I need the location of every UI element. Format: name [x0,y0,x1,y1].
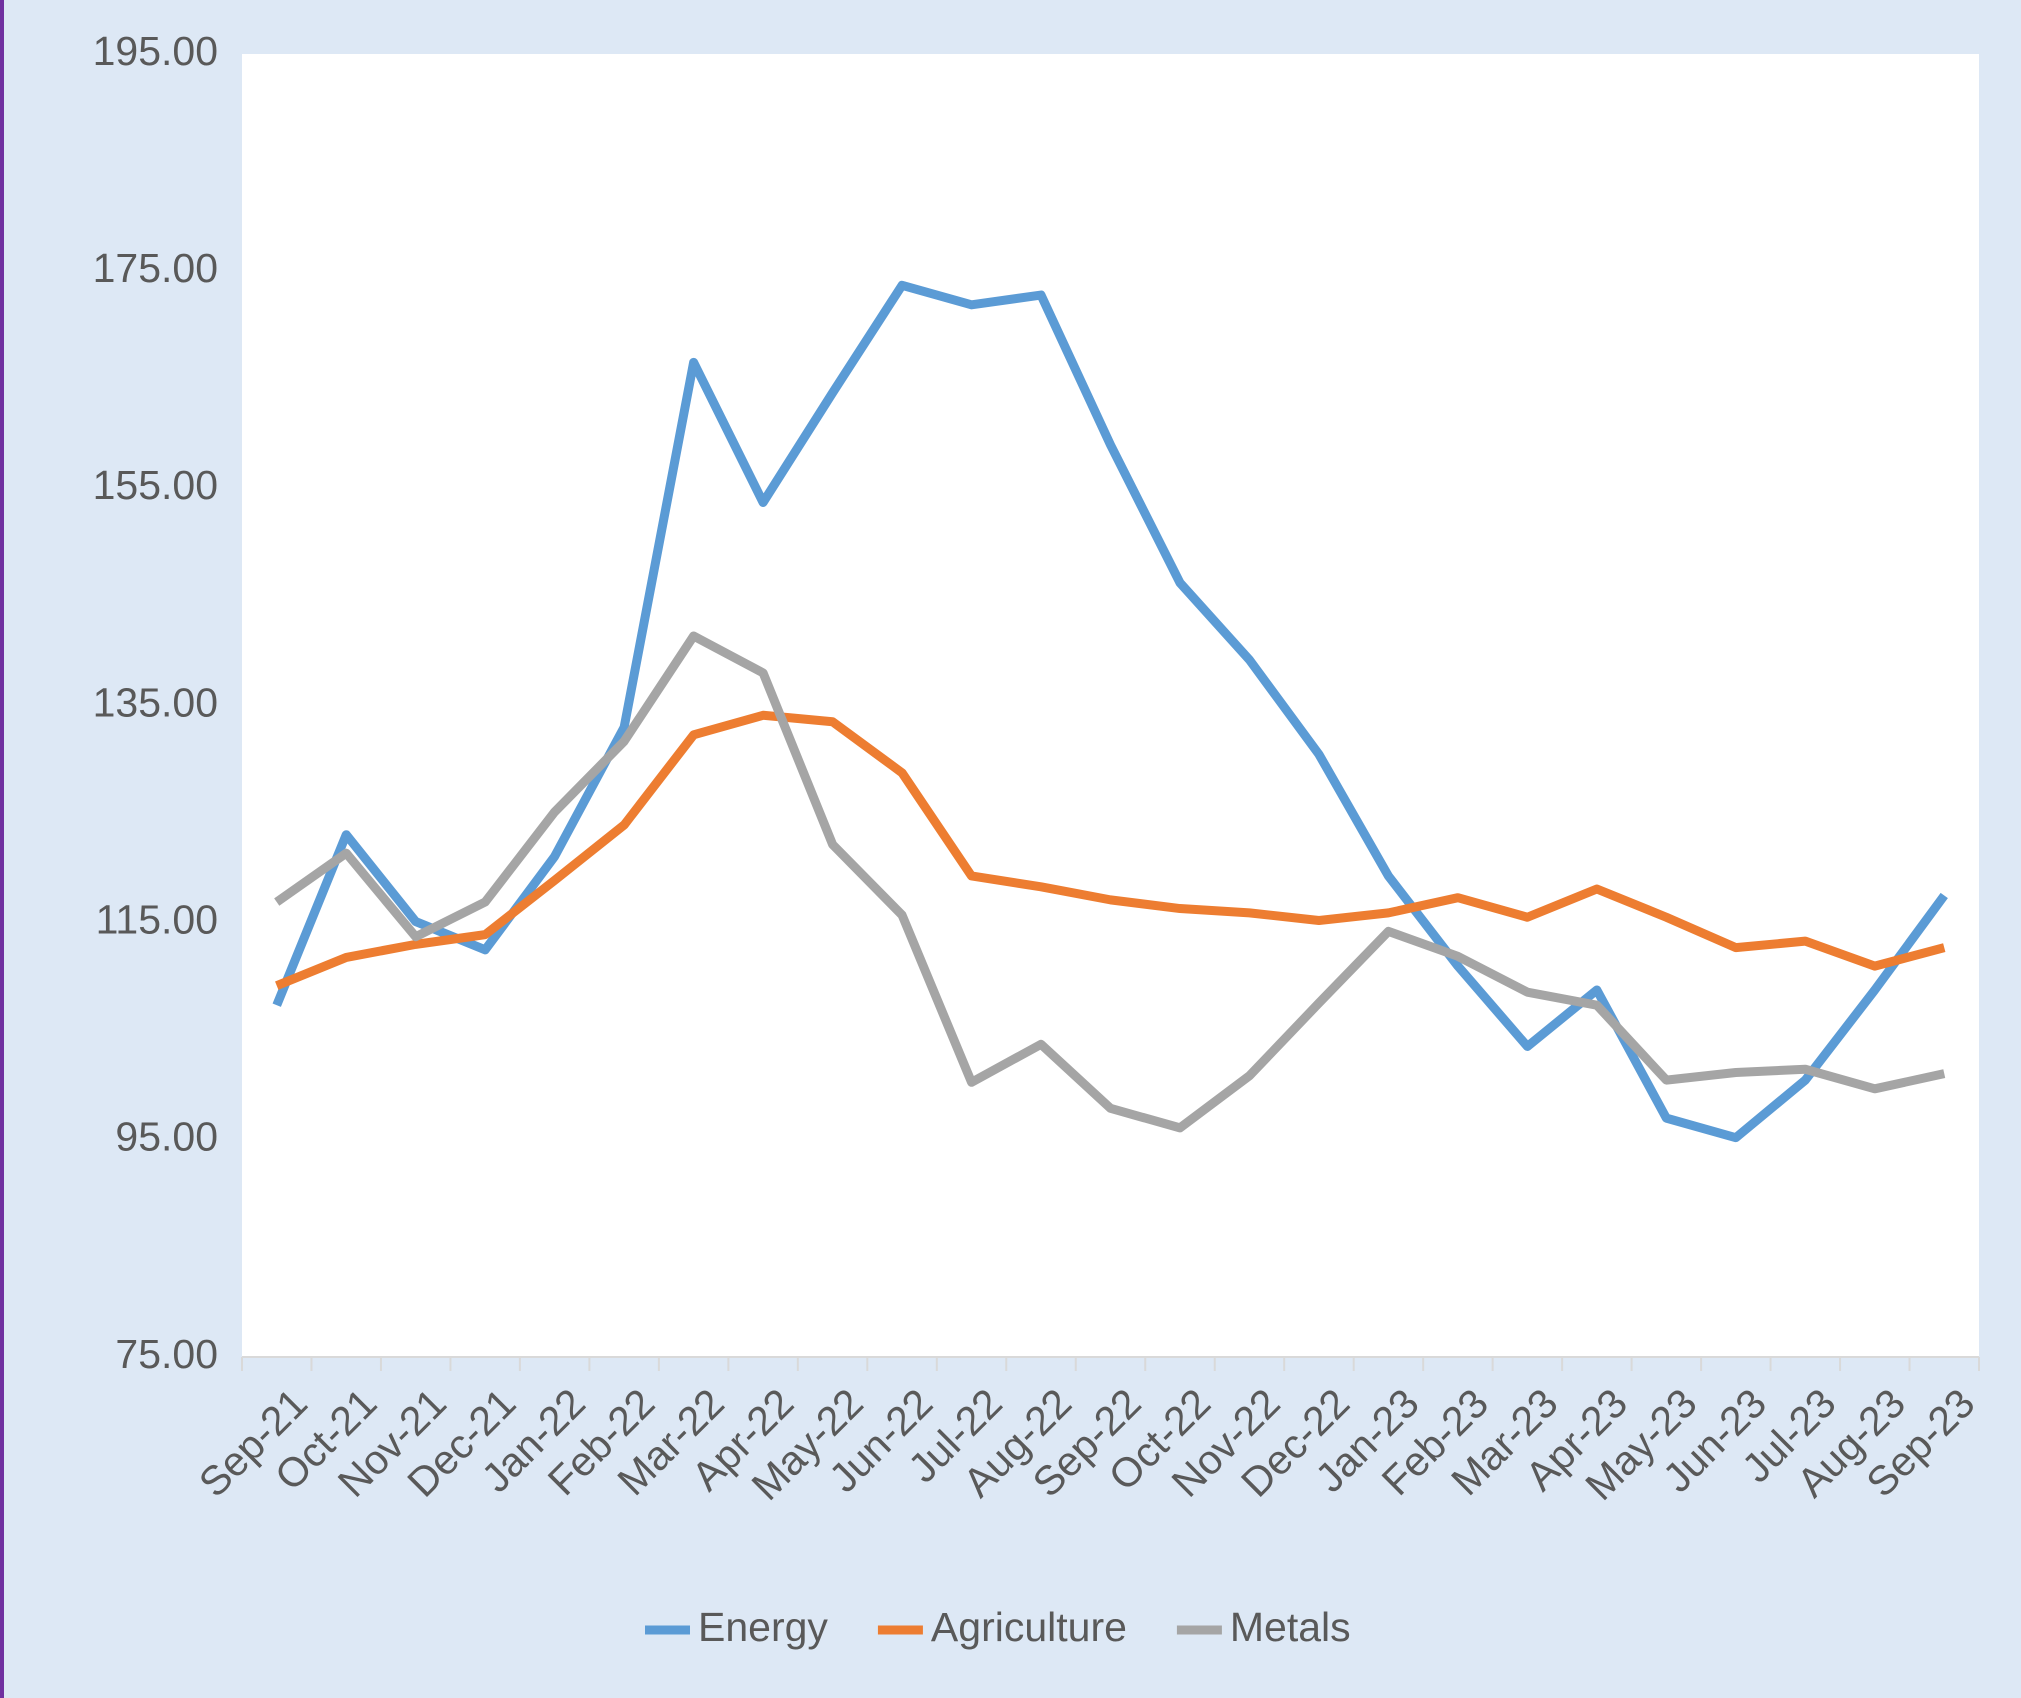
plot-area [242,54,1979,1357]
series-line [272,280,1948,1143]
y-tick-label: 195.00 [93,28,218,74]
left-border [0,0,4,1698]
legend-label: Agriculture [931,1604,1127,1650]
y-tick-label: 135.00 [93,679,218,725]
y-tick-label: 115.00 [96,896,218,942]
y-tick-label: 155.00 [93,462,218,508]
y-tick-label: 175.00 [93,245,218,291]
y-tick-label: 95.00 [115,1114,218,1160]
legend-label: Energy [698,1604,828,1650]
y-tick-label: 75.00 [115,1331,218,1377]
series-line [274,631,1946,1133]
series-line [275,710,1946,990]
legend: Energy Agriculture Metals [645,1604,1351,1650]
legend-label: Metals [1230,1604,1351,1650]
